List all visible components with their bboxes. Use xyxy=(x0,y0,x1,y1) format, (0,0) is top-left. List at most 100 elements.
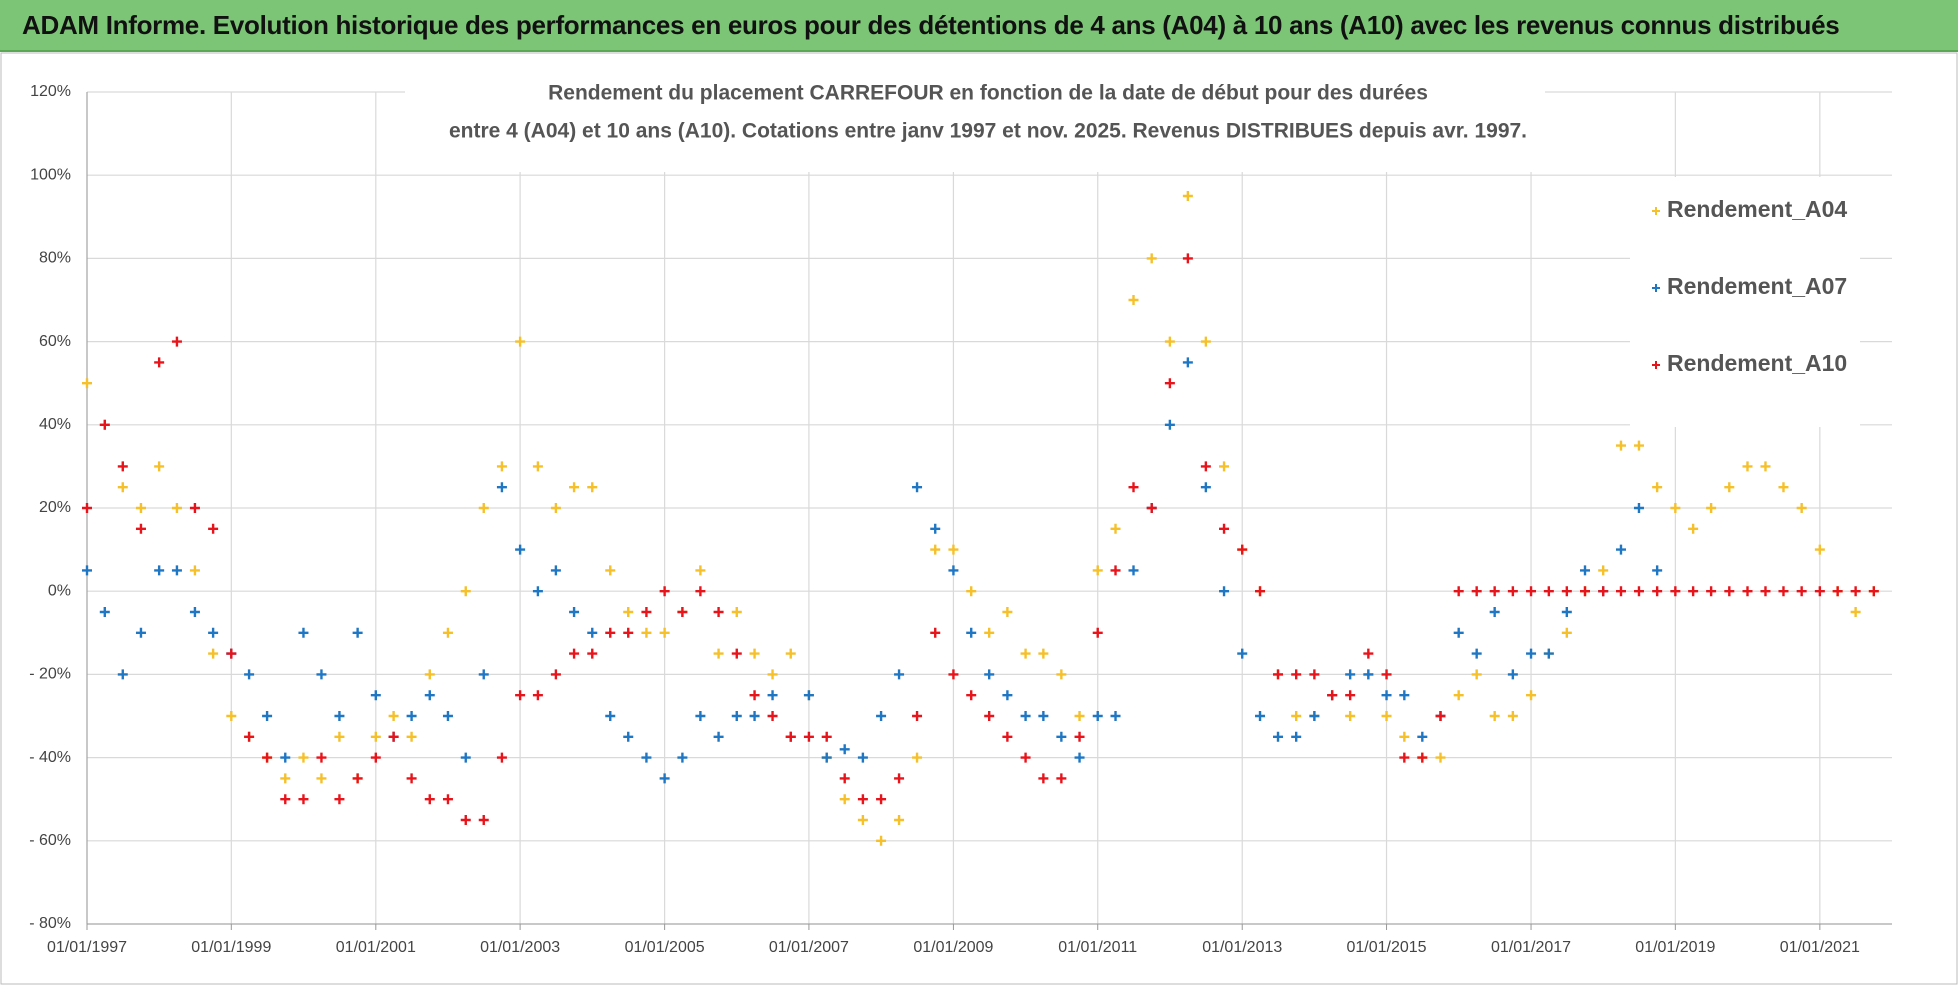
point xyxy=(298,627,309,638)
x-tick-label: 01/01/2013 xyxy=(1202,939,1282,956)
point xyxy=(1633,586,1644,597)
point xyxy=(1219,586,1230,597)
point xyxy=(731,607,742,617)
point xyxy=(1056,669,1067,680)
point xyxy=(1688,586,1699,597)
point xyxy=(1633,503,1644,513)
point xyxy=(749,648,760,659)
point xyxy=(460,752,471,763)
point xyxy=(135,627,146,638)
point xyxy=(1507,711,1518,721)
point xyxy=(677,607,688,617)
x-tick-label: 01/01/2007 xyxy=(769,939,849,956)
point xyxy=(876,794,887,805)
series xyxy=(82,191,1879,846)
point xyxy=(82,565,92,576)
point xyxy=(262,752,273,763)
point xyxy=(1417,752,1428,763)
point xyxy=(316,669,327,680)
point xyxy=(189,607,200,617)
point xyxy=(623,627,634,638)
point xyxy=(839,744,850,755)
point xyxy=(1381,711,1392,721)
point xyxy=(1273,669,1284,680)
point xyxy=(460,815,471,825)
point xyxy=(1507,669,1518,680)
point xyxy=(984,627,995,638)
point xyxy=(1615,440,1626,451)
point xyxy=(370,731,381,742)
legend-marker xyxy=(1652,284,1660,292)
point xyxy=(1615,586,1626,597)
y-tick-label: 80% xyxy=(39,250,71,267)
point xyxy=(1038,648,1049,659)
point xyxy=(605,627,616,638)
point xyxy=(569,648,580,659)
point xyxy=(713,731,724,742)
point xyxy=(82,503,92,513)
point xyxy=(1056,731,1067,742)
x-tick-label: 01/01/2019 xyxy=(1635,939,1715,956)
y-tick-label: 120% xyxy=(30,83,71,100)
point xyxy=(1182,191,1193,201)
point xyxy=(894,669,905,680)
point xyxy=(1598,586,1609,597)
x-tick-label: 01/01/1999 xyxy=(191,939,271,956)
point xyxy=(605,565,616,576)
point xyxy=(424,794,435,805)
point xyxy=(1471,586,1482,597)
point xyxy=(1128,482,1139,493)
point xyxy=(1146,503,1157,513)
point xyxy=(1814,586,1825,597)
point xyxy=(1796,586,1807,597)
point xyxy=(1291,711,1302,721)
point xyxy=(406,773,417,784)
point xyxy=(262,711,273,721)
point xyxy=(785,731,796,742)
point xyxy=(1219,461,1230,472)
point xyxy=(1471,648,1482,659)
point xyxy=(659,773,670,784)
point xyxy=(406,731,417,742)
point xyxy=(1092,711,1103,721)
point xyxy=(1489,586,1500,597)
point xyxy=(1074,752,1085,763)
point xyxy=(857,794,868,805)
point xyxy=(189,565,200,576)
point xyxy=(1255,586,1266,597)
banner-title: ADAM Informe. Evolution historique des p… xyxy=(22,10,1840,40)
point xyxy=(894,773,905,784)
point xyxy=(749,690,760,701)
point xyxy=(280,752,291,763)
point xyxy=(316,752,327,763)
x-tick-label: 01/01/2009 xyxy=(913,939,993,956)
point xyxy=(1020,711,1031,721)
point xyxy=(1489,607,1500,617)
x-tick-label: 01/01/1997 xyxy=(47,939,127,956)
point xyxy=(641,752,652,763)
point xyxy=(1399,731,1410,742)
point xyxy=(388,731,399,742)
point xyxy=(1327,690,1338,701)
point xyxy=(1526,648,1537,659)
point xyxy=(731,648,742,659)
point xyxy=(1038,711,1049,721)
point xyxy=(1598,565,1609,576)
point xyxy=(1345,711,1356,721)
point xyxy=(1309,669,1320,680)
point xyxy=(1291,731,1302,742)
point xyxy=(731,711,742,721)
point xyxy=(1164,378,1175,389)
point xyxy=(1561,627,1572,638)
point xyxy=(569,482,580,493)
point xyxy=(1652,482,1663,493)
point xyxy=(1435,711,1446,721)
point xyxy=(695,586,706,597)
point xyxy=(82,378,92,389)
point xyxy=(912,711,923,721)
point xyxy=(515,690,526,701)
point xyxy=(677,752,688,763)
point xyxy=(226,648,237,659)
point xyxy=(1381,690,1392,701)
